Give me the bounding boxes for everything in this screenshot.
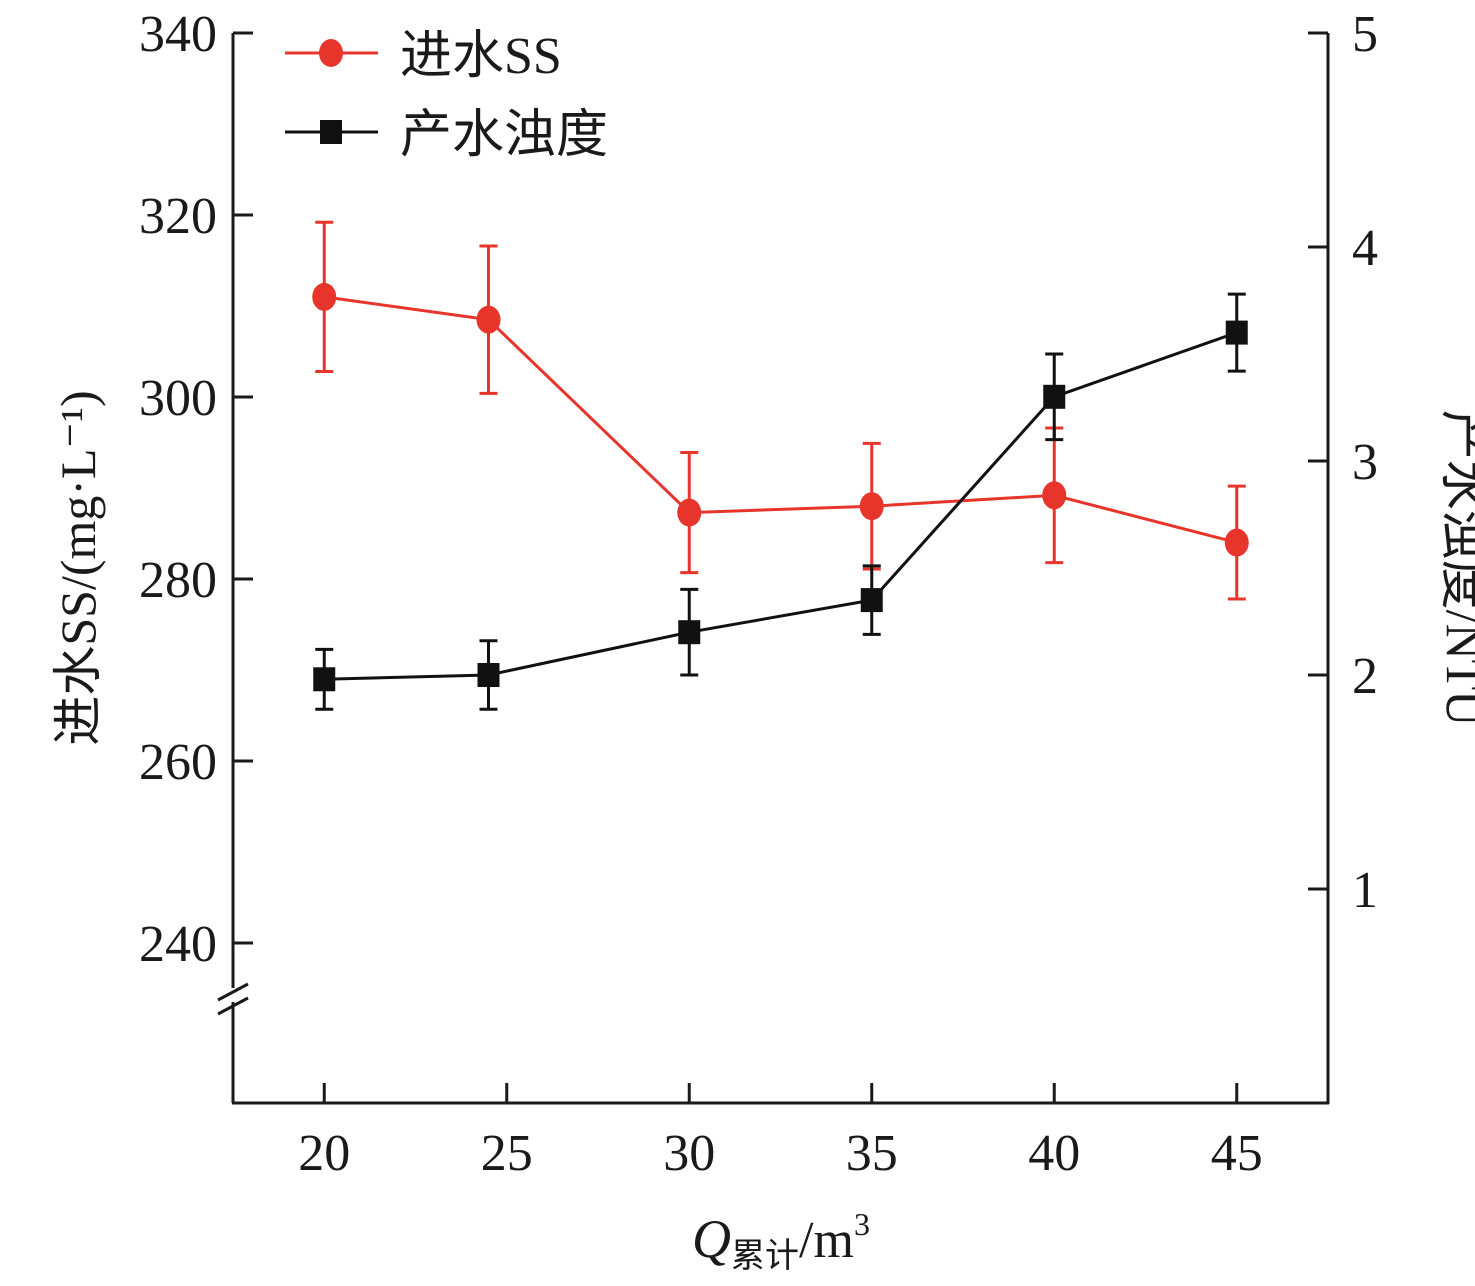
data-point-square xyxy=(313,667,336,692)
y-left-tick-label: 240 xyxy=(139,916,217,973)
y-right-tick-label: 1 xyxy=(1352,862,1378,919)
y-left-tick-label: 300 xyxy=(139,370,217,427)
y-right-tick-label: 2 xyxy=(1352,648,1378,705)
legend-swatch-circle-marker xyxy=(319,39,343,67)
x-axis-title-superscript: 3 xyxy=(854,1206,870,1242)
y-right-tick-label: 3 xyxy=(1352,434,1378,491)
x-axis-title-main: Q xyxy=(692,1209,731,1269)
y-right-axis-title: 产水浊度/NTU xyxy=(1436,410,1475,727)
x-tick-label: 20 xyxy=(298,1125,350,1182)
legend: 进水SS 产水浊度 xyxy=(285,28,608,164)
data-point-square xyxy=(678,620,701,645)
y-left-axis-title: 进水SS/(mg·L⁻¹) xyxy=(50,390,106,745)
legend-label-inflow-ss: 进水SS xyxy=(400,28,562,85)
data-point-square xyxy=(477,663,500,687)
y-left-tick-label: 320 xyxy=(139,188,217,245)
x-tick-label: 25 xyxy=(481,1125,533,1182)
x-tick-label: 40 xyxy=(1028,1125,1080,1182)
legend-label-effluent-turbidity: 产水浊度 xyxy=(400,107,608,164)
series-line xyxy=(324,295,1238,545)
x-axis-title-subscript: 累计 xyxy=(731,1238,799,1275)
data-point-square xyxy=(1043,384,1066,409)
axis-break-mark xyxy=(217,982,249,1002)
series-line xyxy=(324,331,1238,681)
x-axis-title-unit: /m xyxy=(799,1212,854,1269)
x-tick-label: 30 xyxy=(663,1125,715,1182)
x-tick-label: 35 xyxy=(846,1125,898,1182)
data-point-square xyxy=(860,588,883,613)
data-point-circle xyxy=(1042,481,1067,510)
data-point-circle xyxy=(859,492,884,521)
legend-item-inflow-ss: 进水SS xyxy=(285,28,562,85)
y-left-ticks: 240 260 280 300 320 340 xyxy=(139,6,253,973)
y-left-tick-label: 260 xyxy=(139,734,217,791)
series-effluent-turbidity xyxy=(313,292,1248,711)
y-right-tick-label: 5 xyxy=(1352,6,1378,63)
axis-break-mark xyxy=(217,996,249,1016)
y-left-tick-label: 280 xyxy=(139,552,217,609)
data-point-circle xyxy=(312,282,337,311)
series-layer xyxy=(312,220,1249,711)
x-tick-label: 45 xyxy=(1211,1125,1263,1182)
y-left-tick-label: 340 xyxy=(139,6,217,63)
data-point-circle xyxy=(677,498,702,527)
data-point-circle xyxy=(476,305,501,334)
y-right-tick-label: 4 xyxy=(1352,220,1378,277)
legend-swatch-square-marker xyxy=(320,120,342,144)
series-inflow-ss xyxy=(312,220,1249,601)
x-ticks: 20 25 30 35 40 45 xyxy=(298,1083,1263,1182)
legend-item-effluent-turbidity: 产水浊度 xyxy=(285,107,608,164)
axes xyxy=(217,33,1330,1105)
y-right-ticks: 1 2 3 4 5 xyxy=(1308,6,1378,919)
data-point-circle xyxy=(1224,528,1249,557)
data-point-square xyxy=(1225,320,1248,345)
x-axis-title: Q累计/m3 xyxy=(692,1206,870,1275)
